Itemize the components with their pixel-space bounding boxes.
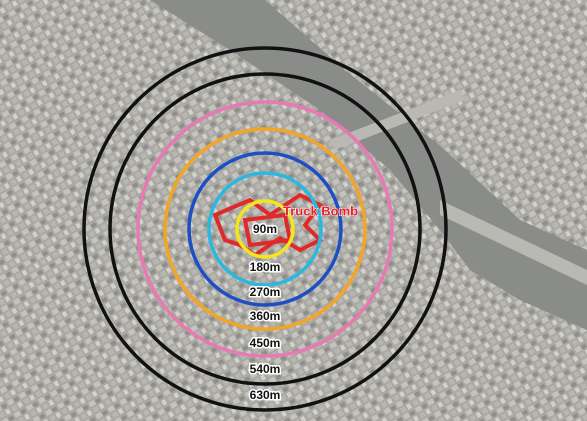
bridge (440, 200, 587, 285)
ring-label: 630m (250, 388, 281, 402)
rings: 90m 180m 270m 360m 450m 540m 630m (82, 46, 448, 412)
range-ring (108, 72, 422, 386)
range-ring (163, 127, 367, 331)
range-ring (187, 151, 343, 307)
range-ring (136, 100, 394, 358)
range-ring (207, 171, 323, 287)
range-ring (82, 46, 448, 412)
ring-label: 540m (250, 362, 281, 376)
ring-label: 90m (253, 222, 277, 236)
ring-label: 360m (250, 309, 281, 323)
bridge (330, 90, 465, 150)
target-label: Truck Bomb (283, 203, 358, 218)
river (150, 0, 587, 330)
ring-label: 270m (250, 285, 281, 299)
range-ring (235, 199, 295, 259)
ring-label: 180m (250, 260, 281, 274)
ring-label: 450m (250, 336, 281, 350)
